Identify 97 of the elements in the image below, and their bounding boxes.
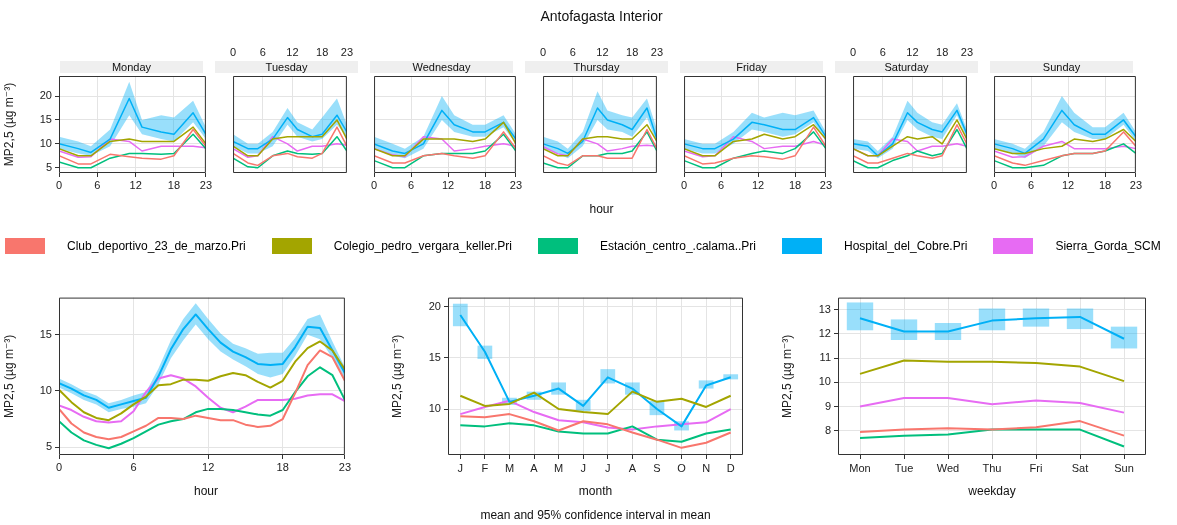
x-tick-label: Sun [1114,461,1134,474]
x-tick-label: 6 [569,46,576,59]
x-tick-label: 0 [55,460,63,473]
x-tick-label: 23 [819,178,833,191]
x-axis-title: weekday [967,484,1017,498]
y-tick-label: 15 [39,327,52,340]
y-tick-label: 9 [824,399,831,412]
y-tick-label: 15 [428,350,441,363]
x-tick-label: N [702,461,711,474]
x-tick-label: 0 [681,178,688,191]
x-tick-label: 0 [230,46,237,59]
x-tick-label: 23 [509,178,523,191]
x-tick-label: D [726,461,735,474]
y-axis-title: MP2,5 (µg m⁻³) [389,334,404,418]
x-tick-label: Fri [1029,461,1043,474]
x-tick-label: 23 [650,46,664,59]
x-tick-label: M [504,461,515,474]
x-tick-label: 23 [340,46,354,59]
y-tick-label: 20 [428,299,441,312]
x-tick-label: 6 [717,178,725,191]
x-tick-label: 12 [1061,178,1075,191]
x-tick-label: A [530,461,539,474]
chart-subtitle: Sunday [990,61,1133,73]
x-tick-label: 23 [960,46,974,59]
y-tick-label: 20 [39,89,52,102]
y-tick-label: 11 [819,351,831,364]
x-tick-label: 18 [478,178,492,191]
x-tick-label: 12 [129,178,142,191]
x-tick-label: 12 [286,46,299,59]
x-tick-label: 18 [1098,178,1112,191]
x-axis-title: hour [193,484,219,498]
x-tick-label: 23 [1129,178,1143,191]
x-tick-label: 0 [991,178,998,191]
x-tick-label: 12 [441,178,455,191]
x-tick-label: 18 [276,460,289,473]
x-tick-label: O [677,461,687,474]
text: mean and 95% confidence interval in mean [479,508,712,522]
legend-label: Sierra_Gorda_SCM [1055,239,1161,253]
x-tick-label: Thu [982,461,1002,474]
x-tick-label: Sat [1071,461,1089,474]
x-tick-label: Mon [849,461,871,474]
chart-subtitle: Tuesday [215,61,358,73]
x-tick-label: 12 [906,46,919,59]
x-tick-label: 18 [936,46,949,59]
x-tick-label: 0 [850,46,857,59]
x-tick-label: J [580,461,586,474]
x-tick-label: J [457,461,464,474]
x-tick-label: 23 [199,178,213,191]
chart-subtitle: Saturday [835,61,978,73]
chart-title: Antofagasta Interior [539,8,664,24]
y-tick-label: 8 [824,423,831,436]
x-tick-label: 18 [788,178,802,191]
x-tick-label: 6 [259,46,266,59]
x-tick-label: 0 [540,46,547,59]
legend-label: Club_deportivo_23_de_marzo.Pri [67,239,246,253]
legend-label: Hospital_del_Cobre.Pri [843,239,968,253]
y-axis-title: MP2,5 (µg m⁻³) [779,334,794,418]
x-tick-label: A [628,461,637,474]
y-tick-label: 13 [818,302,831,315]
y-tick-label: 15 [39,112,52,125]
x-tick-label: 0 [371,178,378,191]
x-tick-label: 6 [1027,178,1035,191]
x-tick-label: Wed [936,461,960,474]
x-axis-title: hour [588,202,615,216]
x-tick-label: 6 [130,460,137,473]
x-tick-label: F [481,461,489,474]
x-tick-label: 12 [751,178,765,191]
x-tick-label: 6 [94,178,101,191]
x-tick-label: 0 [55,178,63,191]
x-tick-label: Tue [894,461,914,474]
y-tick-label: 5 [45,440,52,453]
legend-label: Estación_centro_.calama..Pri [599,239,756,253]
x-tick-label: 12 [596,46,609,59]
y-axis-title: MP2,5 (µg m⁻³) [1,82,16,167]
legend-label: Colegio_pedro_vergara_keller.Pri [333,239,512,253]
x-tick-label: M [554,461,564,474]
y-axis-title: MP2,5 (µg m⁻³) [1,334,16,418]
y-tick-label: 10 [428,402,441,415]
x-tick-label: 6 [407,178,415,191]
chart-subtitle: Thursday [525,61,668,73]
x-tick-label: S [653,461,661,474]
chart-subtitle: Wednesday [370,61,513,73]
x-tick-label: J [605,461,611,474]
x-axis-title: month [577,484,614,498]
y-tick-label: 5 [45,160,52,173]
x-tick-label: 18 [167,178,181,191]
x-tick-label: 18 [316,46,329,59]
y-tick-label: 10 [39,136,52,149]
y-tick-label: 10 [39,383,52,396]
x-tick-label: 18 [626,46,639,59]
x-tick-label: 12 [202,460,215,473]
y-tick-label: 10 [818,375,831,388]
chart-subtitle: Monday [60,61,203,73]
chart-subtitle: Friday [680,61,823,73]
x-tick-label: 6 [879,46,886,59]
y-tick-label: 12 [818,326,831,339]
x-tick-label: 23 [338,460,352,473]
